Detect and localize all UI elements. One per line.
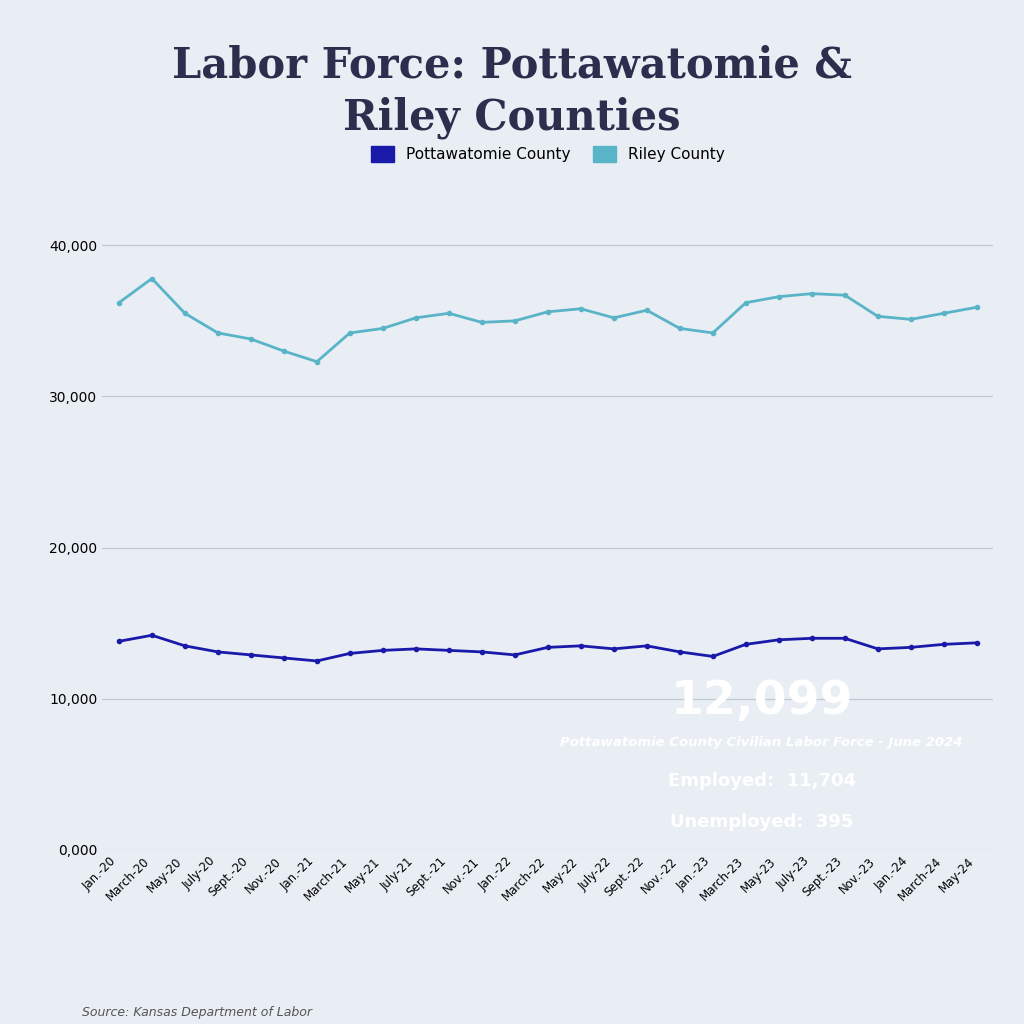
Pottawatomie County bbox=[410, 643, 422, 655]
Pottawatomie County bbox=[377, 644, 389, 656]
Pottawatomie County bbox=[245, 649, 257, 662]
Text: Pottawatomie County Civilian Labor Force - June 2024: Pottawatomie County Civilian Labor Force… bbox=[560, 736, 963, 749]
Riley County bbox=[971, 301, 983, 313]
Riley County bbox=[839, 289, 851, 301]
Pottawatomie County bbox=[674, 646, 686, 658]
Riley County bbox=[344, 327, 356, 339]
Text: Unemployed:  395: Unemployed: 395 bbox=[670, 813, 853, 831]
Pottawatomie County bbox=[212, 646, 224, 658]
Pottawatomie County bbox=[806, 632, 818, 644]
Riley County bbox=[212, 327, 224, 339]
Riley County bbox=[476, 316, 488, 329]
Riley County bbox=[310, 355, 323, 368]
Riley County bbox=[641, 304, 653, 316]
Riley County bbox=[574, 303, 587, 315]
Pottawatomie County bbox=[971, 637, 983, 649]
Riley County bbox=[245, 333, 257, 345]
Riley County bbox=[145, 272, 158, 285]
Riley County bbox=[674, 323, 686, 335]
Pottawatomie County bbox=[509, 649, 521, 662]
Riley County bbox=[113, 297, 125, 309]
Text: 12,099: 12,099 bbox=[671, 679, 853, 724]
Riley County bbox=[607, 311, 620, 324]
Pottawatomie County bbox=[607, 643, 620, 655]
Riley County bbox=[509, 314, 521, 327]
Pottawatomie County bbox=[773, 634, 785, 646]
Pottawatomie County bbox=[542, 641, 554, 653]
Line: Riley County: Riley County bbox=[117, 276, 979, 364]
Text: Employed:  11,704: Employed: 11,704 bbox=[668, 772, 856, 791]
Riley County bbox=[739, 297, 752, 309]
Line: Pottawatomie County: Pottawatomie County bbox=[117, 633, 979, 664]
Pottawatomie County bbox=[739, 638, 752, 650]
Pottawatomie County bbox=[344, 647, 356, 659]
Riley County bbox=[938, 307, 950, 319]
Riley County bbox=[806, 288, 818, 300]
Riley County bbox=[442, 307, 455, 319]
Legend: Pottawatomie County, Riley County: Pottawatomie County, Riley County bbox=[365, 140, 731, 168]
Pottawatomie County bbox=[179, 640, 191, 652]
Pottawatomie County bbox=[278, 652, 290, 665]
Riley County bbox=[278, 345, 290, 357]
Riley County bbox=[377, 323, 389, 335]
Pottawatomie County bbox=[938, 638, 950, 650]
Pottawatomie County bbox=[476, 646, 488, 658]
Pottawatomie County bbox=[113, 635, 125, 647]
Pottawatomie County bbox=[871, 643, 884, 655]
Riley County bbox=[773, 291, 785, 303]
Riley County bbox=[707, 327, 719, 339]
Pottawatomie County bbox=[310, 654, 323, 667]
Text: Source: Kansas Department of Labor: Source: Kansas Department of Labor bbox=[82, 1006, 312, 1019]
Pottawatomie County bbox=[839, 632, 851, 644]
Pottawatomie County bbox=[145, 629, 158, 641]
Riley County bbox=[904, 313, 916, 326]
Text: Labor Force: Pottawatomie &
Riley Counties: Labor Force: Pottawatomie & Riley Counti… bbox=[172, 45, 852, 139]
Riley County bbox=[410, 311, 422, 324]
Pottawatomie County bbox=[574, 640, 587, 652]
Pottawatomie County bbox=[904, 641, 916, 653]
Pottawatomie County bbox=[442, 644, 455, 656]
Pottawatomie County bbox=[707, 650, 719, 663]
Riley County bbox=[179, 307, 191, 319]
Riley County bbox=[871, 310, 884, 323]
Riley County bbox=[542, 305, 554, 317]
Pottawatomie County bbox=[641, 640, 653, 652]
